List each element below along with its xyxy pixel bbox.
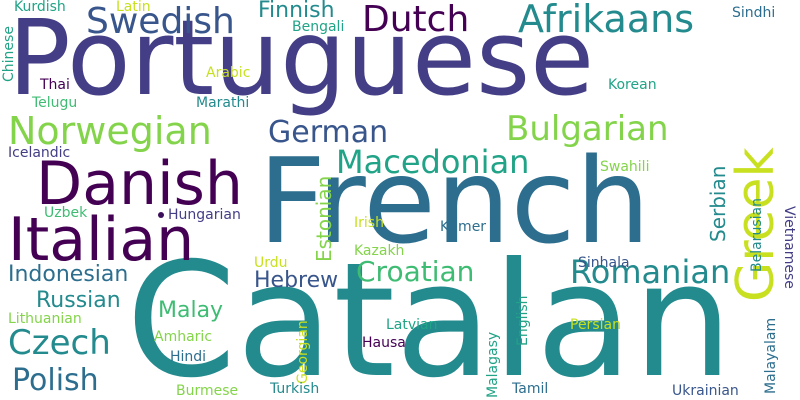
- word-french: French: [258, 132, 651, 270]
- word-sinhala: Sinhala: [578, 255, 630, 271]
- word-hungarian: Hungarian: [168, 207, 241, 223]
- word-amharic: Amharic: [154, 329, 213, 345]
- word-arabic: Arabic: [206, 65, 251, 81]
- word-malagasy: Malagasy: [485, 331, 501, 398]
- word-turkish: Turkish: [270, 381, 320, 397]
- separator-dot: [158, 212, 164, 218]
- word-hebrew: Hebrew: [254, 268, 339, 293]
- word-hindi: Hindi: [170, 349, 207, 365]
- word-malayalam: Malayalam: [763, 317, 779, 394]
- word-german: German: [268, 115, 389, 150]
- word-thai: Thai: [40, 77, 70, 93]
- word-swahili: Swahili: [600, 159, 650, 175]
- word-sindhi: Sindhi: [732, 5, 776, 21]
- word-polish: Polish: [12, 363, 99, 398]
- word-marathi: Marathi: [196, 95, 250, 111]
- word-kazakh: Kazakh: [354, 243, 405, 259]
- word-russian: Russian: [36, 288, 121, 313]
- word-danish: Danish: [36, 149, 243, 219]
- word-portuguese: Portuguese: [8, 0, 595, 119]
- word-icelandic: Icelandic: [8, 145, 71, 161]
- word-chinese: Chinese: [1, 26, 17, 82]
- word-english: English: [515, 295, 531, 346]
- word-romanian: Romanian: [570, 253, 731, 291]
- word-tamil: Tamil: [512, 381, 549, 397]
- word-estonian: Estonian: [312, 175, 336, 262]
- word-serbian: Serbian: [706, 165, 730, 242]
- word-italian: Italian: [8, 205, 195, 275]
- word-swedish: Swedish: [86, 1, 235, 42]
- word-macedonian: Macedonian: [336, 143, 530, 181]
- word-latin: Latin: [116, 0, 151, 15]
- word-dutch: Dutch: [362, 0, 470, 40]
- word-irish: Irish: [354, 215, 384, 231]
- word-kurdish: Kurdish: [14, 0, 66, 15]
- word-telugu: Telugu: [32, 95, 78, 111]
- word-uzbek: Uzbek: [44, 205, 88, 221]
- word-indonesian: Indonesian: [8, 262, 129, 287]
- word-urdu: Urdu: [254, 255, 288, 271]
- word-malay: Malay: [158, 298, 224, 323]
- word-catalan: Catalan: [126, 229, 733, 400]
- word-khmer: Khmer: [440, 219, 487, 235]
- word-latvian: Latvian: [386, 317, 438, 333]
- word-georgian: Georgian: [295, 320, 311, 384]
- word-bulgarian: Bulgarian: [506, 109, 669, 149]
- word-czech: Czech: [8, 323, 111, 363]
- word-ukrainian: Ukrainian: [672, 383, 739, 399]
- word-belarusian: Belarusian: [749, 198, 765, 272]
- word-norwegian: Norwegian: [8, 109, 212, 153]
- word-vietnamese: Vietnamese: [781, 206, 797, 289]
- word-korean: Korean: [608, 77, 657, 93]
- word-hausa: Hausa: [362, 335, 406, 351]
- word-bengali: Bengali: [292, 19, 345, 35]
- word-lithuanian: Lithuanian: [8, 311, 82, 327]
- word-persian: Persian: [570, 317, 621, 333]
- word-finnish: Finnish: [258, 0, 335, 23]
- word-burmese: Burmese: [176, 383, 239, 399]
- word-croatian: Croatian: [356, 255, 475, 288]
- word-afrikaans: Afrikaans: [518, 0, 694, 41]
